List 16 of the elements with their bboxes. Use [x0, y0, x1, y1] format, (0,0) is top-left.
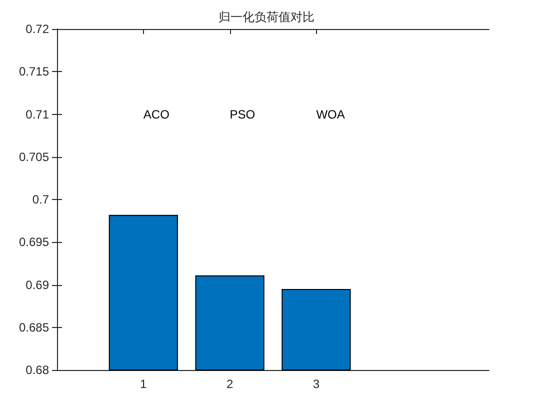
- y-tick-label: 0.71: [26, 107, 50, 122]
- y-tick-label: 0.715: [18, 64, 50, 79]
- y-tick-label: 0.695: [18, 235, 50, 250]
- y-tick-label: 0.685: [18, 320, 50, 334]
- x-tick-label: 3: [312, 377, 320, 391]
- y-tick-label: 0.69: [26, 278, 50, 292]
- y-tick-label: 0.705: [18, 150, 50, 164]
- annotation: ACO: [143, 107, 170, 122]
- y-tick-label: 0.7: [32, 192, 50, 206]
- x-tick-label: 2: [226, 377, 234, 391]
- annotation: WOA: [316, 107, 345, 122]
- y-tick-label: 0.68: [26, 363, 50, 377]
- annotation: PSO: [230, 107, 256, 122]
- y-tick-label: 0.72: [26, 22, 50, 36]
- x-tick-label: 1: [140, 377, 148, 391]
- chart-title: 归一化负荷值对比: [218, 10, 314, 24]
